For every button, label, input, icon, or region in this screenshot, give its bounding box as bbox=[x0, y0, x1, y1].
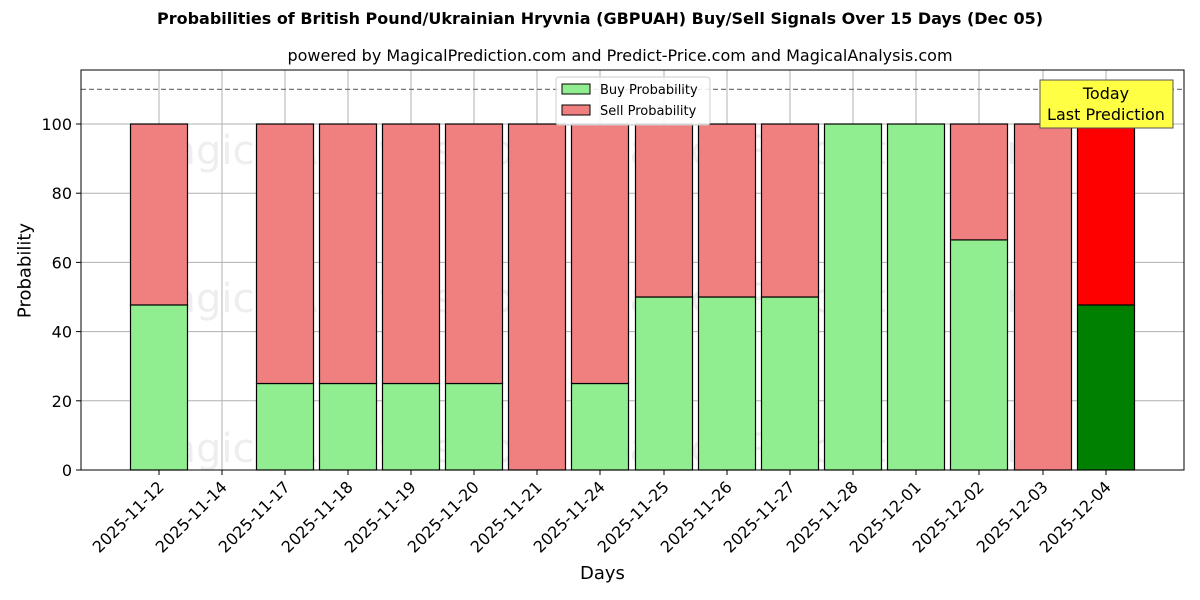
plot-frame bbox=[80, 69, 1185, 471]
buy-bar bbox=[381, 382, 441, 471]
sell-bar bbox=[760, 123, 820, 298]
sell-bar bbox=[129, 123, 189, 306]
chart-title: Probabilities of British Pound/Ukrainian… bbox=[156, 9, 1044, 28]
bar-group-2025-12-03 bbox=[1013, 123, 1073, 471]
today-annotation: Today Last Prediction bbox=[1039, 79, 1174, 129]
y-tick-label: 40 bbox=[52, 323, 72, 342]
bar-group-2025-11-27 bbox=[760, 123, 820, 471]
bar-group-2025-12-01 bbox=[886, 123, 946, 471]
buy-bar bbox=[444, 382, 504, 471]
annotation-line-2: Last Prediction bbox=[1047, 105, 1165, 124]
bar-group-2025-11-21 bbox=[507, 123, 567, 471]
bar-group-2025-11-25 bbox=[634, 123, 694, 471]
annotation-box bbox=[1039, 79, 1174, 129]
bar-group-2025-11-28 bbox=[823, 123, 883, 471]
legend: Buy Probability Sell Probability bbox=[555, 76, 711, 126]
y-tick-label: 100 bbox=[41, 115, 72, 134]
buy-bar bbox=[634, 296, 694, 471]
buy-bar bbox=[760, 296, 820, 471]
y-tick-label: 60 bbox=[52, 253, 72, 272]
bar-group-2025-11-17 bbox=[255, 123, 315, 471]
sell-bar bbox=[949, 123, 1009, 241]
buy-bar bbox=[823, 123, 883, 471]
y-tick-label: 20 bbox=[52, 392, 72, 411]
bar-group-2025-11-12 bbox=[129, 123, 189, 471]
sell-bar bbox=[444, 123, 504, 385]
y-tick-label: 0 bbox=[62, 461, 72, 480]
buy-bar bbox=[949, 239, 1009, 471]
y-axis-label: Probability bbox=[14, 222, 36, 319]
bar-group-2025-11-20 bbox=[444, 123, 504, 471]
buy-bar bbox=[1076, 304, 1136, 471]
buy-bar bbox=[255, 382, 315, 471]
y-tick-label: 80 bbox=[52, 184, 72, 203]
bar-group-2025-12-04 bbox=[1076, 123, 1136, 471]
buy-bar bbox=[129, 304, 189, 471]
sell-bar bbox=[381, 123, 441, 385]
sell-bar bbox=[1076, 123, 1136, 306]
sell-bar bbox=[697, 123, 757, 298]
sell-bar bbox=[318, 123, 378, 385]
buy-bar bbox=[570, 382, 630, 471]
legend-label-sell: Sell Probability bbox=[600, 104, 697, 119]
chart-subtitle: powered by MagicalPrediction.com and Pre… bbox=[287, 46, 953, 65]
legend-swatch-buy bbox=[561, 83, 591, 95]
bar-group-2025-12-02 bbox=[949, 123, 1009, 471]
annotation-line-1: Today bbox=[1082, 84, 1129, 103]
bar-group-2025-11-24 bbox=[570, 123, 630, 471]
legend-box bbox=[555, 76, 711, 126]
buy-bar bbox=[886, 123, 946, 471]
sell-bar bbox=[255, 123, 315, 385]
sell-bar bbox=[507, 123, 567, 471]
sell-bar bbox=[570, 123, 630, 385]
legend-label-buy: Buy Probability bbox=[600, 83, 698, 98]
legend-swatch-sell bbox=[561, 104, 591, 116]
buy-bar bbox=[318, 382, 378, 471]
bar-group-2025-11-18 bbox=[318, 123, 378, 471]
buy-bar bbox=[697, 296, 757, 471]
bar-group-2025-11-19 bbox=[381, 123, 441, 471]
sell-bar bbox=[1013, 123, 1073, 471]
sell-bar bbox=[634, 123, 694, 298]
bar-group-2025-11-26 bbox=[697, 123, 757, 471]
x-axis-label: Days bbox=[580, 563, 625, 584]
